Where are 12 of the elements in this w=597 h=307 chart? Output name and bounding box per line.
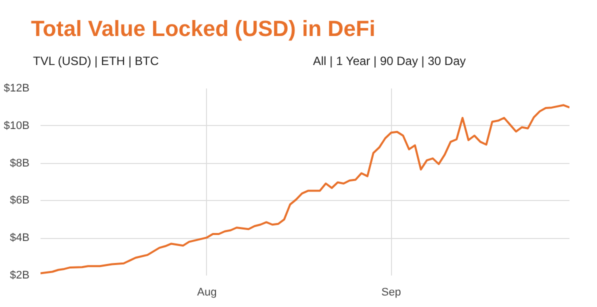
y-tick-label: $10B	[4, 120, 30, 132]
line-series	[40, 104, 570, 274]
x-tick-label: Sep	[381, 286, 401, 298]
text: TVL (USD) | ETH | BTC	[32, 53, 159, 70]
y-tick-label: $4B	[10, 232, 30, 244]
chart-title: Total Value Locked (USD) in DeFi	[30, 15, 376, 43]
text: All | 1 Year | 90 Day | 30 Day	[313, 53, 467, 70]
y-tick-label: $8B	[10, 157, 30, 170]
x-tick-label: Aug	[197, 286, 217, 298]
y-tick-label: $12B	[4, 82, 30, 94]
y-tick-label: $6B	[10, 194, 30, 207]
y-tick-label: $2B	[10, 270, 30, 282]
